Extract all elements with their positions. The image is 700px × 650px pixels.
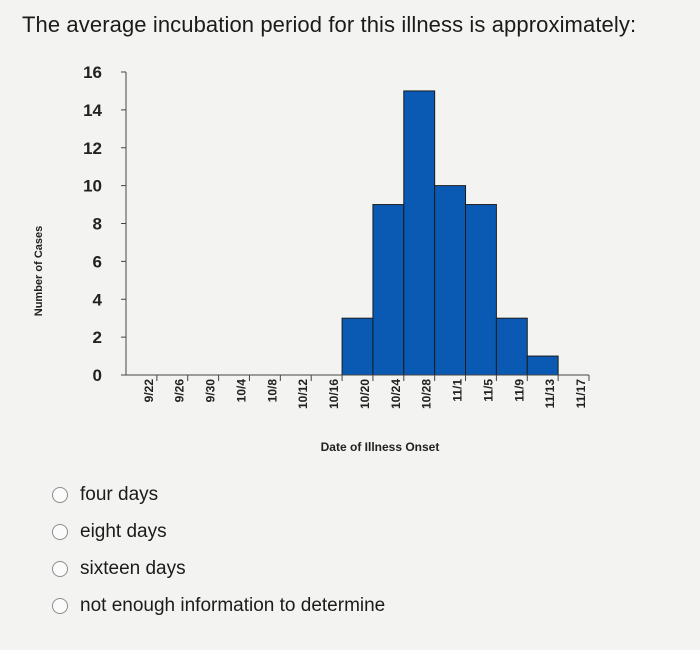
option-eight-days[interactable]: eight days <box>52 513 385 550</box>
bar-11-9 <box>495 317 528 376</box>
radio-button[interactable] <box>52 486 68 503</box>
radio-button[interactable] <box>52 560 68 577</box>
x-tick-label: 10/12 <box>296 379 310 409</box>
y-axis-label: Number of Cases <box>33 226 45 316</box>
option-four-days[interactable]: four days <box>52 476 385 513</box>
x-axis-label: Date of Illness Onset <box>321 440 440 454</box>
radio-button[interactable] <box>52 597 68 614</box>
y-tick-label: 10 <box>83 177 102 196</box>
x-tick-label: 11/17 <box>574 379 588 409</box>
x-tick-label: 9/26 <box>173 379 187 403</box>
x-tick-label: 11/13 <box>543 379 557 409</box>
x-tick-label: 10/24 <box>389 379 403 409</box>
y-tick-label: 8 <box>93 215 102 234</box>
x-tick-label: 11/9 <box>512 379 526 402</box>
y-tick-label: 0 <box>93 366 102 385</box>
question-text: The average incubation period for this i… <box>22 12 637 37</box>
bar-10-28 <box>403 90 436 376</box>
radio-button[interactable] <box>52 523 68 540</box>
x-tick-label: 9/22 <box>142 379 156 403</box>
bar-10-20 <box>341 317 374 376</box>
y-tick-label: 16 <box>83 63 102 82</box>
option-label: not enough information to determine <box>80 594 386 616</box>
option-label: eight days <box>80 520 167 542</box>
option-label: sixteen days <box>80 557 186 579</box>
incubation-histogram: Number of Cases 0 2 4 6 8 10 12 14 16 9/22 9/26 9/… <box>33 63 590 454</box>
x-tick-label: 9/30 <box>204 379 218 403</box>
bar-10-24 <box>372 204 405 376</box>
answer-options: four days eight days sixteen days not en… <box>52 476 385 624</box>
y-tick-label: 4 <box>93 290 103 309</box>
x-tick-label: 10/16 <box>327 379 341 409</box>
option-sixteen-days[interactable]: sixteen days <box>52 550 385 587</box>
y-tick-label: 14 <box>83 101 102 120</box>
bar-11-5 <box>465 204 497 376</box>
bar-11-13 <box>526 355 559 376</box>
x-tick-label: 10/20 <box>358 379 372 409</box>
x-tick-label: 11/5 <box>481 379 495 402</box>
x-tick-label: 11/1 <box>451 379 465 402</box>
y-tick-label: 6 <box>93 252 102 271</box>
x-tick-label: 10/8 <box>265 379 279 403</box>
x-tick-label: 10/28 <box>420 379 434 409</box>
option-label: four days <box>80 483 159 505</box>
y-tick-label: 12 <box>83 139 102 158</box>
bar-11-1 <box>434 185 467 376</box>
option-not-enough-information[interactable]: not enough information to determine <box>52 587 385 624</box>
x-tick-label: 10/4 <box>234 379 248 403</box>
y-tick-label: 2 <box>93 328 102 347</box>
